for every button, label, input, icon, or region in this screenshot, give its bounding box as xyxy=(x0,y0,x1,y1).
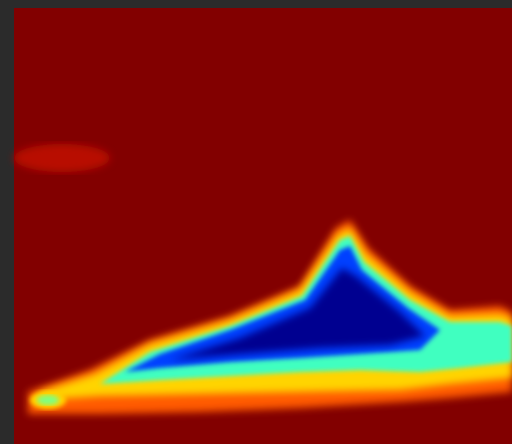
page xyxy=(0,0,512,444)
faint-smudge xyxy=(14,144,110,172)
small-blob-inner xyxy=(37,395,59,405)
heatmap-image xyxy=(0,0,512,444)
